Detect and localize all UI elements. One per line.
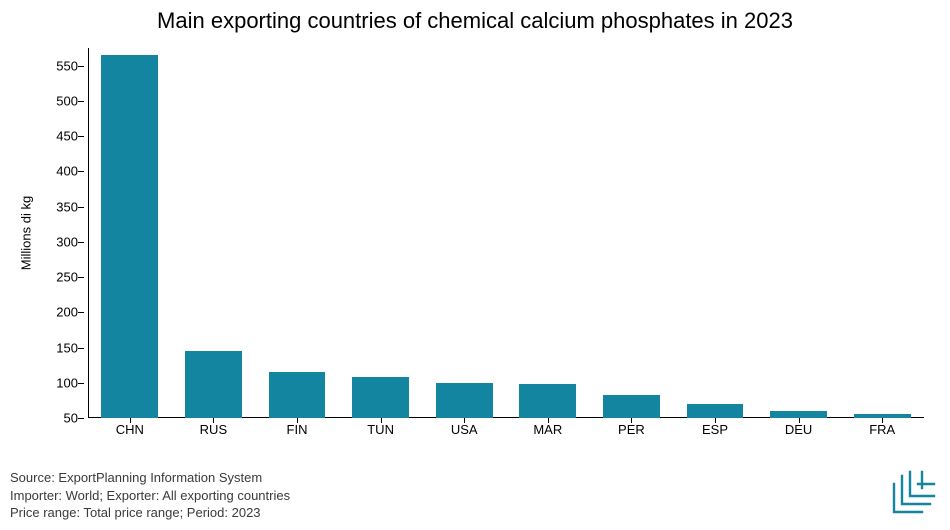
bar-esp — [687, 404, 744, 418]
bar-usa — [436, 383, 493, 418]
x-tick-label: PER — [618, 422, 645, 437]
bar-deu — [770, 411, 827, 418]
x-tick-label: DEU — [785, 422, 812, 437]
bars-container — [88, 48, 924, 418]
chart-title: Main exporting countries of chemical cal… — [0, 0, 950, 34]
y-tick — [78, 418, 84, 419]
x-tick-label: USA — [451, 422, 478, 437]
y-tick-label: 150 — [56, 340, 78, 355]
bar-mar — [519, 384, 576, 418]
y-tick-label: 350 — [56, 199, 78, 214]
bar-tun — [352, 377, 409, 418]
footer-line-price: Price range: Total price range; Period: … — [10, 504, 290, 522]
x-tick-label: FIN — [287, 422, 308, 437]
y-tick — [78, 383, 84, 384]
bar-chn — [101, 55, 158, 418]
y-tick-label: 200 — [56, 305, 78, 320]
x-tick-label: TUN — [367, 422, 394, 437]
y-tick — [78, 136, 84, 137]
y-tick-label: 50 — [64, 411, 78, 426]
footer-notes: Source: ExportPlanning Information Syste… — [10, 469, 290, 522]
y-tick — [78, 101, 84, 102]
x-tick-label: RUS — [200, 422, 227, 437]
x-tick-label: CHN — [116, 422, 144, 437]
bar-fin — [269, 372, 326, 418]
footer-line-importer: Importer: World; Exporter: All exporting… — [10, 487, 290, 505]
x-tick-label: FRA — [869, 422, 895, 437]
y-tick-label: 300 — [56, 234, 78, 249]
y-axis-title: Millions di kg — [19, 196, 34, 270]
footer-line-source: Source: ExportPlanning Information Syste… — [10, 469, 290, 487]
y-tick-label: 500 — [56, 93, 78, 108]
y-tick-label: 100 — [56, 375, 78, 390]
x-tick-label: MAR — [533, 422, 562, 437]
y-tick-label: 550 — [56, 58, 78, 73]
y-tick — [78, 348, 84, 349]
y-tick-label: 400 — [56, 164, 78, 179]
y-tick-label: 250 — [56, 270, 78, 285]
y-tick-label: 450 — [56, 129, 78, 144]
bar-per — [603, 395, 660, 418]
chart-area: Millions di kg 5010015020025030035040045… — [88, 48, 924, 436]
bar-rus — [185, 351, 242, 418]
y-tick — [78, 207, 84, 208]
y-tick — [78, 277, 84, 278]
y-tick — [78, 312, 84, 313]
plot-region: Millions di kg 5010015020025030035040045… — [88, 48, 924, 418]
y-tick — [78, 242, 84, 243]
logo-icon — [888, 470, 936, 518]
y-tick — [78, 66, 84, 67]
y-tick — [78, 171, 84, 172]
x-tick-label: ESP — [702, 422, 728, 437]
